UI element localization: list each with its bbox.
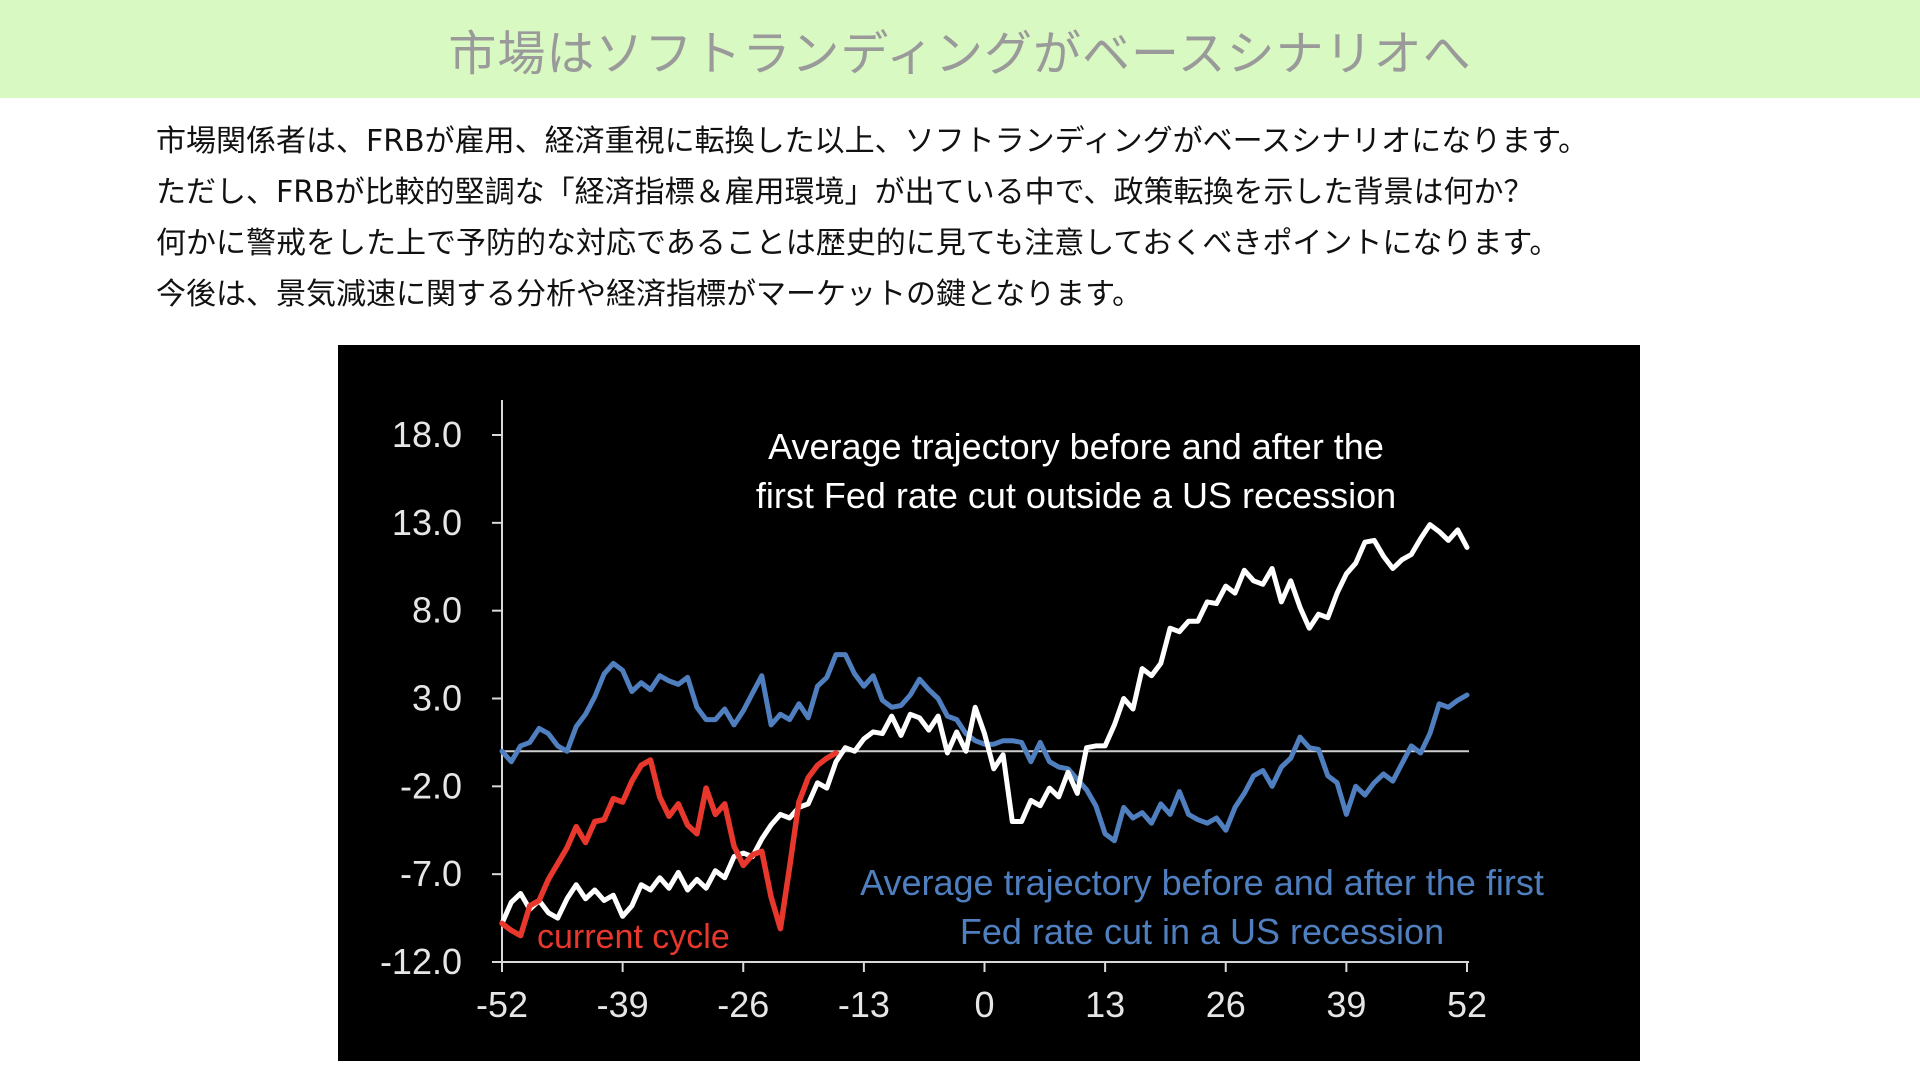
annotation-no-recession-line1: Average trajectory before and after the — [768, 426, 1384, 467]
y-tick-label: 18.0 — [392, 414, 462, 455]
annotation-no-recession-line2: first Fed rate cut outside a US recessio… — [756, 475, 1396, 516]
y-tick-label: -2.0 — [400, 765, 462, 806]
chart-annotations: Average trajectory before and after the f… — [537, 426, 1544, 956]
series-lines — [499, 522, 1470, 939]
page-title: 市場はソフトランディングがベースシナリオへ — [448, 26, 1472, 82]
x-tick-label: 39 — [1326, 984, 1366, 1025]
annotation-recession-line1: Average trajectory before and after the … — [860, 862, 1544, 903]
x-tick-label: -26 — [717, 984, 769, 1025]
body-line: 市場関係者は、FRBが雇用、経済重視に転換した以上、ソフトランディングがベースシ… — [156, 124, 1589, 159]
x-tick-label: 26 — [1206, 984, 1246, 1025]
y-tick-label: 13.0 — [392, 502, 462, 543]
annotation-recession-line2: Fed rate cut in a US recession — [960, 911, 1444, 952]
x-tick-label: -39 — [597, 984, 649, 1025]
annotation-current-cycle: current cycle — [537, 918, 730, 956]
x-tick-label: -13 — [838, 984, 890, 1025]
x-tick-label: 52 — [1447, 984, 1487, 1025]
body-line: 何かに警戒をした上で予防的な対応であることは歴史的に見ても注意しておくべきポイン… — [156, 226, 1560, 261]
x-tick-label: 13 — [1085, 984, 1125, 1025]
axes: 18.0 13.0 8.0 3.0 -2.0 -7.0 -12.0 -52 -39 -26 -13 0… — [380, 400, 1487, 1025]
chart: 18.0 13.0 8.0 3.0 -2.0 -7.0 -12.0 -52 -39 -26 -13 0… — [338, 345, 1640, 1061]
y-tick-label: -12.0 — [380, 941, 462, 982]
body-line: ただし、FRBが比較的堅調な「経済指標＆雇用環境」が出ている中で、政策転換を示し… — [156, 175, 1534, 210]
chart-svg: 18.0 13.0 8.0 3.0 -2.0 -7.0 -12.0 -52 -39 -26 -13 0… — [380, 400, 1544, 1025]
red-series-line — [499, 750, 839, 939]
body-line: 今後は、景気減速に関する分析や経済指標がマーケットの鍵となります。 — [156, 277, 1143, 312]
y-tick-label: -7.0 — [400, 853, 462, 894]
title-banner: 市場はソフトランディングがベースシナリオへ — [0, 0, 1920, 98]
x-tick-label: -52 — [476, 984, 528, 1025]
x-tick-label: 0 — [974, 984, 994, 1025]
y-tick-label: 8.0 — [412, 590, 462, 631]
body-text: 市場関係者は、FRBが雇用、経済重視に転換した以上、ソフトランディングがベースシ… — [156, 116, 1856, 320]
y-tick-label: 3.0 — [412, 678, 462, 719]
blue-series-line — [499, 652, 1470, 844]
white-series-line — [499, 522, 1470, 926]
